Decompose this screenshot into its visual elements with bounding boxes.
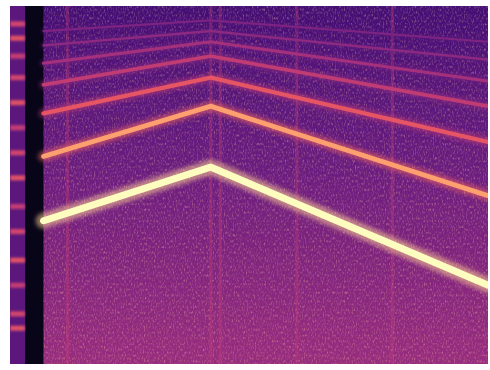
vertical-artifact xyxy=(295,6,299,364)
harmonic-partials xyxy=(35,17,488,293)
harmonic-partial xyxy=(41,75,488,145)
pre-onset-band xyxy=(10,175,26,181)
harmonic-partial xyxy=(42,40,488,83)
pre-onset-band xyxy=(10,311,26,317)
pre-onset-band xyxy=(10,325,26,331)
pre-onset-column xyxy=(10,6,26,364)
pre-onset-band xyxy=(10,282,26,288)
pre-onset-band xyxy=(10,229,26,235)
vertical-artifact xyxy=(218,6,222,364)
harmonic-partial xyxy=(41,54,488,108)
pre-onset-band xyxy=(10,257,26,263)
pre-onset-region xyxy=(10,6,44,364)
harmonic-partial xyxy=(42,29,488,61)
spectrogram-plot xyxy=(10,6,488,364)
vertical-artifact xyxy=(65,6,69,364)
pre-onset-band xyxy=(10,125,26,131)
pre-onset-band xyxy=(10,35,26,41)
silence-column xyxy=(25,6,44,364)
harmonic-partial xyxy=(42,19,488,43)
pre-onset-band xyxy=(10,100,26,106)
vertical-artifacts xyxy=(65,6,394,364)
pre-onset-band xyxy=(10,203,26,209)
harmonic-partial xyxy=(40,163,488,289)
vertical-artifact xyxy=(390,6,394,364)
pre-onset-band xyxy=(10,150,26,156)
harmonic-partial xyxy=(41,103,488,199)
pre-onset-band xyxy=(10,53,26,59)
vertical-artifact xyxy=(209,6,213,364)
pre-onset-band xyxy=(10,21,26,27)
pre-onset-band xyxy=(10,75,26,81)
